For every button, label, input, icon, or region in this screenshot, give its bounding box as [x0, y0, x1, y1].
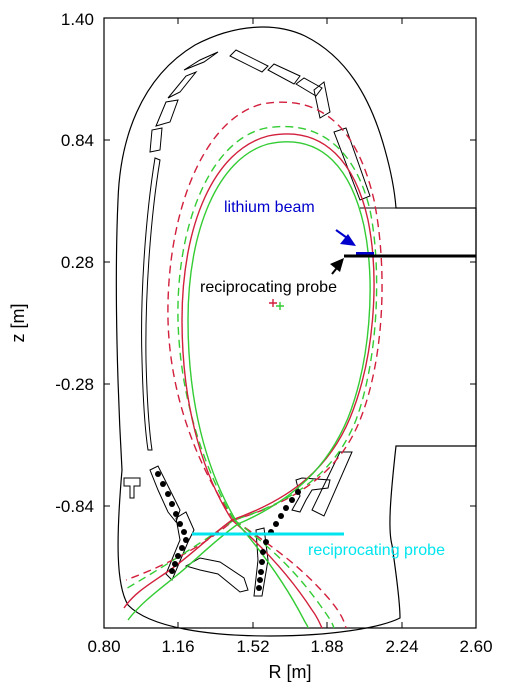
x-axis-title: R [m] — [269, 662, 312, 682]
reciprocating-probe-label-black: reciprocating probe — [200, 279, 337, 296]
probe-tip-dot — [169, 501, 175, 507]
probe-tip-dots — [155, 471, 301, 591]
probe-tip-dot — [295, 489, 301, 495]
probe-tip-dot — [172, 561, 178, 567]
probe-tip-dot — [258, 569, 264, 575]
reciprocating-probe-label-cyan: reciprocating probe — [308, 542, 445, 559]
lithium-beam-arrowhead — [340, 234, 356, 246]
probe-tip-dot — [289, 497, 295, 503]
probe-tip-dot — [175, 553, 181, 559]
probe-tip-dot — [257, 577, 263, 583]
upper-tiles — [149, 49, 371, 201]
probe-tip-dot — [260, 549, 266, 555]
probe-tip-dot — [273, 521, 279, 527]
y-tick-label: -0.84 — [55, 497, 94, 516]
probe-tip-dot — [263, 539, 269, 545]
x-ticks — [103, 18, 477, 628]
x-tick-label: 1.88 — [310, 637, 343, 656]
x-tick-label: 2.24 — [385, 637, 418, 656]
probe-tip-dot — [283, 505, 289, 511]
probe-tip-dot — [177, 521, 183, 527]
lithium-beam-label: lithium beam — [224, 199, 315, 216]
separatrix-red-solid — [123, 133, 375, 629]
x-tick-label: 1.52 — [236, 637, 269, 656]
probe-tip-dot — [155, 471, 161, 477]
y-axis-title: z [m] — [8, 304, 28, 343]
probe-tip-dot — [173, 511, 179, 517]
probe-tip-dot — [259, 559, 265, 565]
y-tick-label: 0.84 — [61, 131, 94, 150]
probe-tip-dot — [256, 585, 262, 591]
y-tick-label: 0.28 — [61, 253, 94, 272]
probe-tip-dot — [160, 481, 166, 487]
x-tick-label: 0.80 — [87, 637, 120, 656]
magnetic-axis-markers — [269, 299, 284, 310]
probe-tip-dot — [278, 513, 284, 519]
probe-tip-dot — [169, 568, 175, 574]
plot-area-frame — [103, 17, 477, 629]
probe-tip-dot — [183, 537, 189, 543]
inner-wall-strip — [141, 157, 161, 451]
axis-marker-red — [269, 299, 277, 307]
separatrix-green-dashed — [123, 125, 378, 629]
y-ticks — [104, 139, 476, 507]
probe-tip-dot — [181, 529, 187, 535]
x-tick-label: 1.16 — [161, 637, 194, 656]
separatrix-red-dashed — [125, 101, 383, 629]
y-tick-label: -0.28 — [55, 375, 94, 394]
separatrix-green-solid — [127, 141, 371, 629]
probe-tip-dot — [179, 545, 185, 551]
probe-arrowhead-black — [330, 258, 344, 272]
y-tick-label: 1.40 — [61, 10, 94, 29]
probe-tip-dot — [165, 491, 171, 497]
left-stub — [123, 477, 141, 499]
vessel-outer-wall — [115, 26, 477, 637]
axis-marker-green — [276, 302, 284, 310]
divertor-structures — [149, 451, 353, 597]
x-tick-label: 2.60 — [459, 637, 492, 656]
